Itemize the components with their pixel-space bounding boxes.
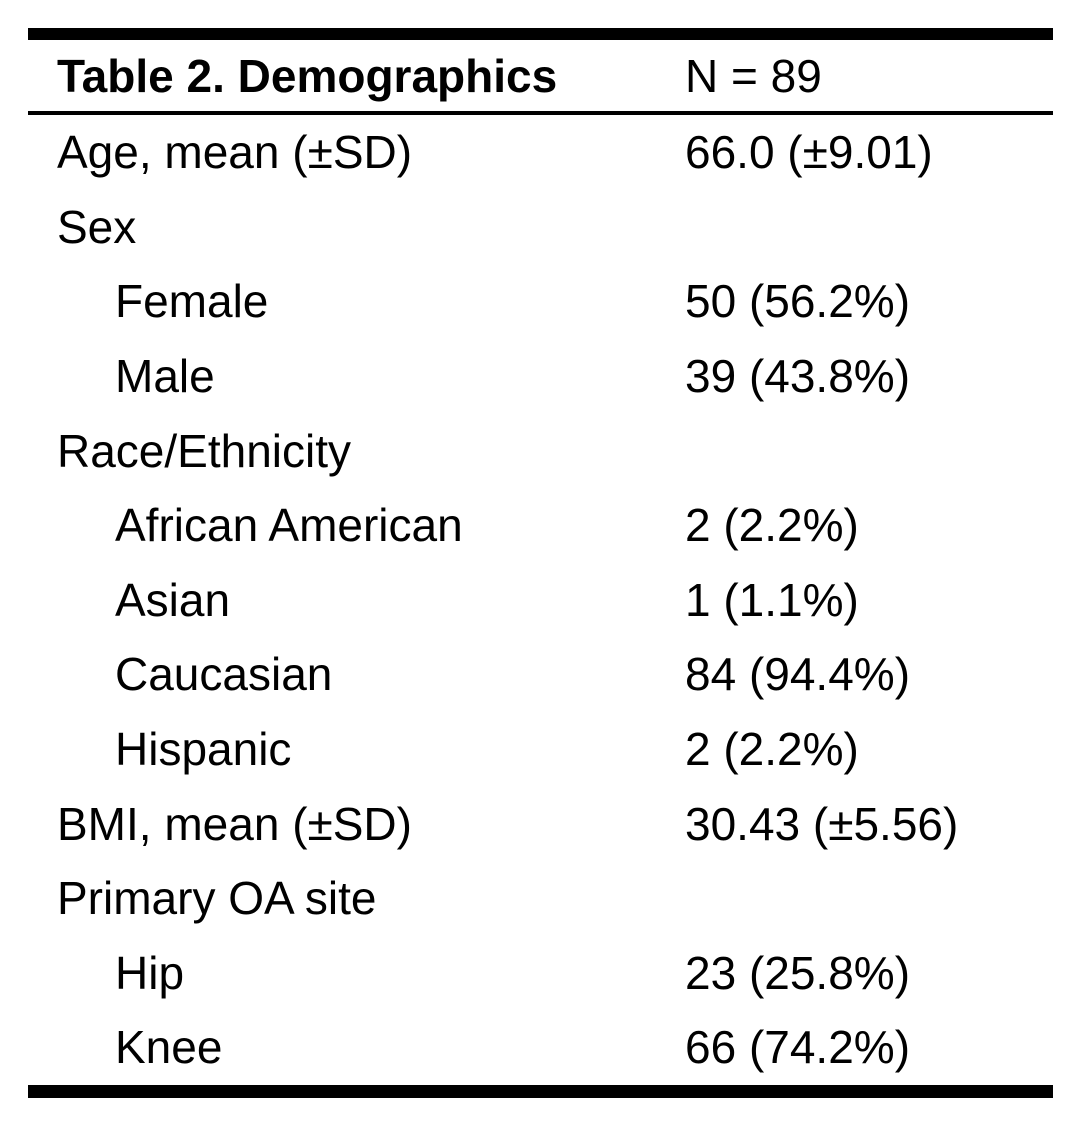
row-value: 66.0 (±9.01) [685,126,933,179]
demographics-table: Table 2. Demographics N = 89 Age, mean (… [28,28,1053,1098]
row-label: African American [115,499,463,552]
row-label: Race/Ethnicity [57,424,352,477]
row-label: Primary OA site [57,872,377,925]
table-row: Hip 23 (25.8%) [28,936,1053,1011]
table-row: Race/Ethnicity [28,413,1053,488]
table-row: Primary OA site [28,861,1053,936]
row-label: Male [115,350,215,403]
table-header-row: Table 2. Demographics N = 89 [28,40,1053,115]
row-label: Female [115,275,269,328]
row-label: Asian [115,573,231,626]
table-row: African American 2 (2.2%) [28,488,1053,563]
table-row: BMI, mean (±SD) 30.43 (±5.56) [28,786,1053,861]
row-label: Hip [115,946,185,999]
table-body: Age, mean (±SD) 66.0 (±9.01) Sex Female … [28,115,1053,1085]
row-label: Hispanic [115,723,292,776]
row-value: 39 (43.8%) [685,350,911,403]
row-value: 66 (74.2%) [685,1021,911,1074]
row-value: 23 (25.8%) [685,946,911,999]
table-row: Age, mean (±SD) 66.0 (±9.01) [28,115,1053,190]
table-row: Knee 66 (74.2%) [28,1010,1053,1085]
table-row: Sex [28,190,1053,265]
row-value: 30.43 (±5.56) [685,797,959,850]
row-label: Knee [115,1021,223,1074]
row-value: 50 (56.2%) [685,275,911,328]
table-row: Caucasian 84 (94.4%) [28,637,1053,712]
row-label: Age, mean (±SD) [57,126,413,179]
table-title: Table 2. Demographics [57,49,558,102]
row-value: 1 (1.1%) [685,573,859,626]
table-row: Asian 1 (1.1%) [28,563,1053,638]
row-label: Sex [57,200,137,253]
row-label: BMI, mean (±SD) [57,797,412,850]
sample-size-label: N = 89 [685,49,822,102]
row-value: 84 (94.4%) [685,648,911,701]
row-value: 2 (2.2%) [685,499,859,552]
row-label: Caucasian [115,648,333,701]
table-row: Male 39 (43.8%) [28,339,1053,414]
row-value: 2 (2.2%) [685,723,859,776]
table-row: Hispanic 2 (2.2%) [28,712,1053,787]
table-row: Female 50 (56.2%) [28,264,1053,339]
